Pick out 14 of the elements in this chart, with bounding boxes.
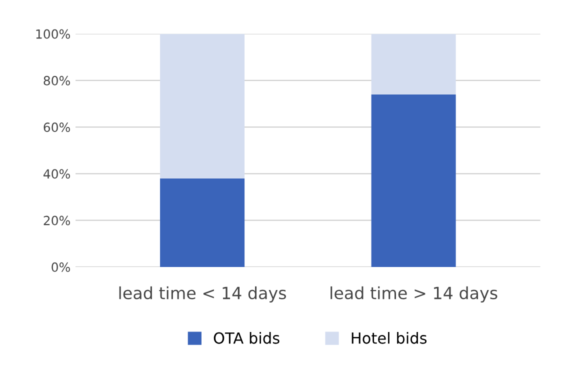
bar: [160, 34, 245, 178]
legend-label: OTA bids: [214, 332, 280, 344]
x-tick-label: lead time < 14 days: [119, 286, 286, 303]
y-tick-label: 0%: [52, 262, 70, 272]
y-tick-label: 40%: [43, 169, 70, 179]
y-tick-label: 20%: [44, 216, 70, 226]
bar: [160, 178, 245, 267]
legend-label: Hotel bids: [352, 332, 427, 344]
y-tick-label: 80%: [44, 76, 70, 86]
bar: [371, 34, 456, 94]
x-tick-label: lead time > 14 days: [330, 286, 498, 303]
y-tick-label: 60%: [44, 122, 70, 132]
bar: [371, 94, 456, 267]
y-tick-label: 100%: [36, 29, 70, 39]
